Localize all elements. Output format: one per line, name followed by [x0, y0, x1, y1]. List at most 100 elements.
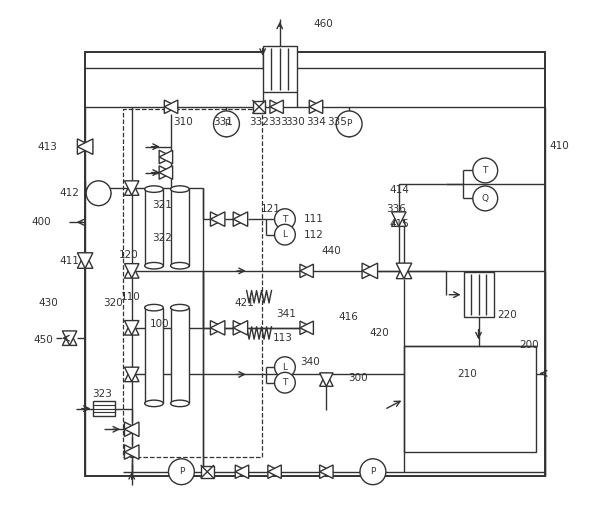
Bar — [201, 466, 213, 478]
Text: 220: 220 — [497, 310, 517, 320]
Polygon shape — [210, 321, 225, 335]
Polygon shape — [124, 367, 139, 381]
Polygon shape — [362, 263, 377, 279]
Polygon shape — [235, 465, 248, 479]
Text: 411: 411 — [60, 256, 80, 266]
Polygon shape — [268, 465, 282, 479]
Ellipse shape — [171, 263, 189, 269]
Polygon shape — [233, 321, 248, 335]
Polygon shape — [270, 100, 283, 114]
Polygon shape — [268, 465, 282, 479]
Polygon shape — [124, 422, 139, 436]
Ellipse shape — [145, 400, 163, 407]
Polygon shape — [159, 166, 172, 179]
Text: 335: 335 — [327, 117, 347, 127]
Text: P: P — [178, 467, 184, 476]
Circle shape — [336, 111, 362, 137]
Polygon shape — [124, 321, 139, 335]
Text: 121: 121 — [260, 204, 280, 214]
Text: 100: 100 — [150, 319, 169, 329]
Polygon shape — [62, 331, 77, 346]
Polygon shape — [165, 100, 178, 114]
Bar — [253, 101, 265, 113]
Bar — [263, 46, 297, 92]
Text: 340: 340 — [300, 357, 320, 367]
Text: 322: 322 — [152, 233, 172, 243]
Polygon shape — [62, 331, 77, 346]
Polygon shape — [124, 181, 139, 195]
Text: 300: 300 — [349, 373, 368, 383]
Circle shape — [274, 224, 295, 245]
Text: 323: 323 — [92, 389, 112, 399]
Bar — [145, 308, 163, 403]
Ellipse shape — [171, 186, 189, 193]
Text: 420: 420 — [369, 328, 389, 338]
Ellipse shape — [171, 304, 189, 311]
Polygon shape — [391, 212, 406, 226]
Circle shape — [274, 209, 295, 229]
Text: P: P — [224, 119, 229, 128]
Polygon shape — [77, 253, 93, 268]
Polygon shape — [124, 264, 139, 278]
Bar — [123, 110, 262, 457]
Text: 336: 336 — [387, 204, 406, 214]
Text: 341: 341 — [276, 309, 296, 319]
Ellipse shape — [145, 304, 163, 311]
Text: 414: 414 — [390, 185, 410, 195]
Text: P: P — [347, 119, 352, 128]
Polygon shape — [300, 321, 314, 335]
Polygon shape — [396, 263, 412, 279]
Polygon shape — [233, 212, 248, 226]
Polygon shape — [320, 373, 333, 386]
Bar — [171, 308, 189, 403]
Polygon shape — [362, 263, 377, 279]
Circle shape — [473, 186, 497, 211]
Polygon shape — [300, 264, 314, 278]
Polygon shape — [320, 373, 333, 386]
Polygon shape — [309, 100, 323, 114]
Circle shape — [213, 111, 239, 137]
Ellipse shape — [171, 400, 189, 407]
Bar — [93, 401, 115, 416]
Text: 460: 460 — [314, 19, 333, 29]
Text: 440: 440 — [321, 245, 341, 256]
Polygon shape — [309, 100, 323, 114]
Text: 320: 320 — [103, 298, 122, 308]
Polygon shape — [124, 445, 139, 459]
Polygon shape — [124, 321, 139, 335]
Polygon shape — [300, 321, 314, 335]
Text: L: L — [282, 230, 288, 239]
Text: 415: 415 — [390, 220, 410, 229]
Polygon shape — [124, 367, 139, 381]
Text: 333: 333 — [268, 117, 288, 127]
Text: 210: 210 — [457, 370, 477, 379]
Polygon shape — [235, 465, 248, 479]
Bar — [464, 272, 493, 318]
Circle shape — [274, 372, 295, 393]
Text: 430: 430 — [38, 298, 58, 308]
Text: 331: 331 — [213, 117, 233, 127]
Polygon shape — [124, 445, 139, 459]
Text: L: L — [282, 363, 288, 372]
Text: 450: 450 — [34, 335, 54, 345]
Polygon shape — [320, 465, 333, 479]
Polygon shape — [270, 100, 283, 114]
Ellipse shape — [145, 263, 163, 269]
Text: 334: 334 — [306, 117, 326, 127]
Ellipse shape — [145, 186, 163, 193]
Text: 416: 416 — [338, 312, 358, 322]
Text: 400: 400 — [31, 217, 51, 227]
Polygon shape — [210, 212, 225, 226]
Polygon shape — [300, 264, 314, 278]
Polygon shape — [124, 264, 139, 278]
Text: 112: 112 — [303, 229, 323, 240]
Polygon shape — [124, 422, 139, 436]
Text: 410: 410 — [549, 141, 569, 151]
Bar — [171, 189, 189, 266]
Text: 310: 310 — [174, 117, 194, 127]
Bar — [145, 189, 163, 266]
Text: 200: 200 — [519, 340, 539, 350]
Circle shape — [360, 459, 386, 485]
Text: 413: 413 — [38, 142, 58, 152]
Text: T: T — [482, 166, 488, 175]
